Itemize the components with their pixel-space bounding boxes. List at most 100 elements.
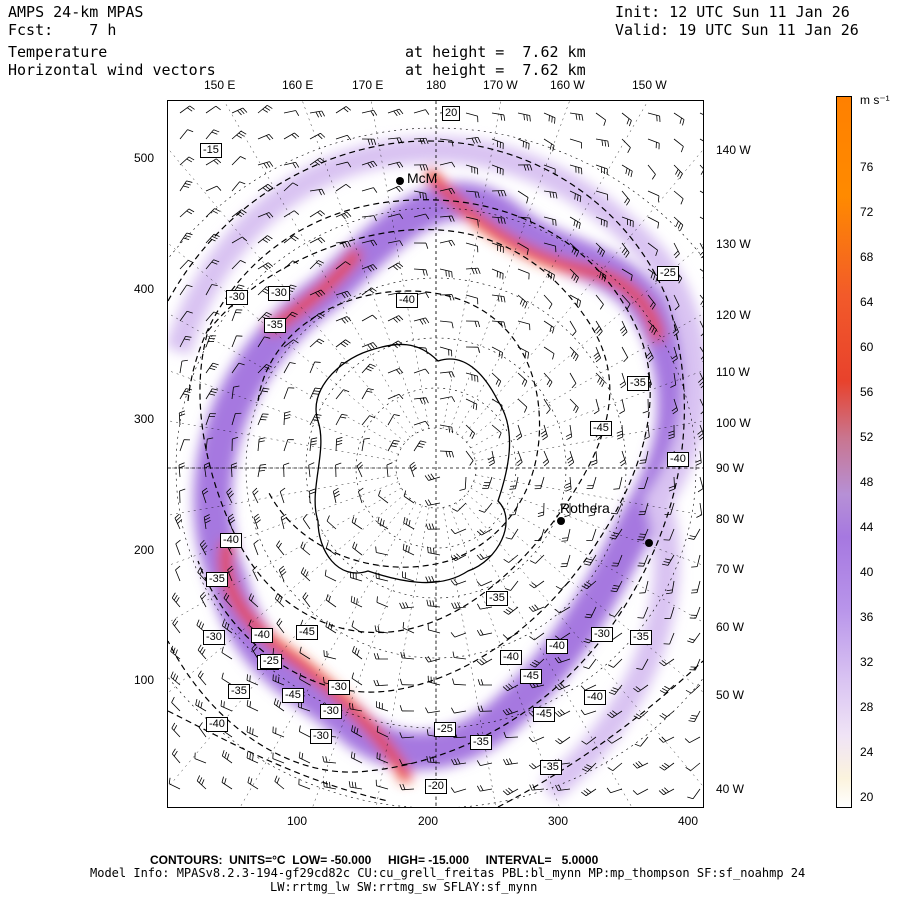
wind-barb	[595, 294, 604, 310]
wind-barb	[205, 437, 214, 452]
wind-barb	[477, 679, 493, 686]
wind-barb	[482, 476, 493, 489]
wind-barb	[179, 335, 192, 348]
wind-barb	[351, 672, 363, 686]
wind-barb	[195, 698, 207, 712]
wind-barb	[399, 705, 415, 712]
wind-barb	[335, 437, 343, 452]
wind-barb	[273, 698, 285, 712]
wind-barb	[252, 487, 259, 504]
station-dot-mcm	[396, 177, 404, 185]
wind-barb	[276, 540, 285, 556]
wind-barb	[356, 461, 364, 478]
wind-barb	[639, 450, 649, 464]
wind-barb	[308, 462, 315, 478]
field-wind: Horizontal wind vectors	[8, 61, 216, 79]
wind-barb	[503, 758, 519, 766]
wind-barb	[298, 725, 311, 738]
contour-label: -35	[486, 591, 508, 606]
colorbar-label: 36	[860, 610, 874, 624]
wind-barb	[399, 602, 415, 609]
contour-label: -40	[584, 690, 606, 705]
wind-barb	[227, 513, 236, 530]
wind-barb	[659, 710, 675, 719]
wind-barb	[517, 320, 531, 331]
wind-barb	[673, 164, 683, 180]
wind-barb	[543, 398, 551, 415]
wind-barb	[451, 758, 467, 766]
wind-barb	[689, 658, 701, 671]
wind-barb	[230, 462, 238, 478]
contour-label: -35	[630, 630, 652, 645]
wind-barb	[335, 290, 352, 299]
wind-barb	[543, 138, 555, 152]
colorbar-label: 24	[860, 745, 874, 759]
wind-barb	[699, 164, 703, 177]
wind-barb	[476, 760, 493, 767]
contour-label: -40	[206, 717, 228, 732]
wind-barb	[595, 112, 607, 126]
wind-barb	[220, 700, 233, 712]
isotherm	[168, 710, 389, 802]
wind-barb	[231, 181, 246, 192]
longitude-line	[223, 101, 417, 434]
wind-barb	[595, 216, 608, 228]
wind-barb	[299, 673, 311, 686]
wind-barb	[424, 656, 441, 663]
wind-barb	[633, 710, 649, 720]
wind-barb	[178, 462, 185, 478]
longitude-line	[168, 242, 406, 443]
isotherm	[257, 290, 541, 568]
wind-barb	[373, 653, 389, 660]
wind-barb	[543, 320, 555, 334]
wind-barb	[439, 424, 454, 434]
wind-barb	[476, 657, 493, 666]
wind-barb	[451, 602, 467, 609]
wind-barb	[253, 539, 259, 556]
wind-barb	[348, 781, 363, 790]
jet-ring	[193, 181, 696, 770]
wind-barb	[425, 707, 441, 714]
wind-barb	[529, 632, 545, 641]
wind-barb	[619, 450, 627, 467]
wind-barb	[196, 775, 207, 790]
wind-barb	[554, 709, 571, 717]
wind-barb	[413, 242, 429, 249]
wind-barb	[465, 216, 479, 226]
model-info: Model Info: MPASv8.2.3-194-gf29cd82c CU:…	[90, 866, 806, 880]
longitude-line	[449, 101, 570, 431]
wind-barb	[607, 710, 623, 719]
wind-barb	[476, 603, 493, 610]
contour-label: -35	[206, 572, 228, 587]
wind-barb	[465, 242, 479, 253]
wind-barb	[352, 645, 363, 660]
wind-barb	[350, 751, 363, 764]
colorbar	[836, 96, 852, 808]
wind-barb	[569, 190, 582, 203]
wind-barb	[663, 528, 675, 541]
wind-barb	[179, 359, 188, 374]
wind-barb	[699, 320, 703, 337]
wind-barb	[278, 565, 287, 582]
wind-barb	[387, 213, 404, 220]
wind-barb	[505, 528, 519, 540]
wind-barb	[325, 620, 337, 634]
forecast-hour: Fcst: 7 h	[8, 21, 117, 39]
wind-barb	[593, 346, 601, 363]
colorbar-label: 20	[860, 790, 874, 804]
x-tick: 300	[548, 814, 569, 828]
wind-barb	[621, 268, 633, 282]
wind-barb	[248, 593, 259, 608]
wind-barb	[673, 112, 685, 126]
wind-barb	[247, 776, 259, 790]
wind-barb	[634, 736, 649, 747]
wind-barb	[323, 650, 337, 660]
wind-barb	[413, 268, 428, 276]
colorbar-label: 64	[860, 295, 874, 309]
wind-barb	[335, 106, 351, 114]
wind-barb	[221, 646, 233, 660]
wind-barb	[685, 762, 701, 771]
wind-barb	[491, 346, 504, 359]
polar-map	[168, 101, 703, 807]
contour-label: -35	[540, 760, 562, 775]
